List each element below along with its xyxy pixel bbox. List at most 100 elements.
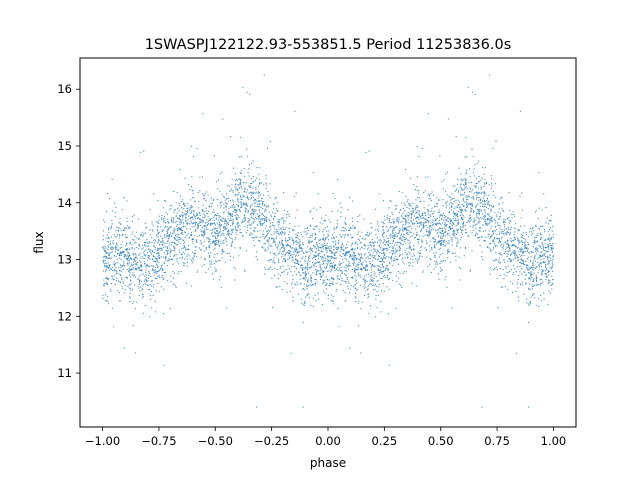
data-point xyxy=(489,273,491,275)
data-point xyxy=(207,194,209,196)
data-point xyxy=(315,258,317,260)
data-point xyxy=(396,249,398,251)
data-point xyxy=(354,301,357,303)
data-point xyxy=(427,113,429,115)
data-point xyxy=(168,227,170,229)
data-point xyxy=(542,246,545,248)
data-point xyxy=(430,193,432,195)
data-point xyxy=(254,216,257,218)
data-point xyxy=(387,268,389,270)
data-point xyxy=(525,240,527,242)
data-point xyxy=(218,245,221,247)
data-point xyxy=(417,257,419,259)
data-point xyxy=(215,243,218,245)
data-point xyxy=(251,182,253,185)
data-point xyxy=(226,238,228,240)
data-point xyxy=(179,223,181,225)
data-point xyxy=(332,283,334,285)
data-point xyxy=(221,253,223,255)
data-point xyxy=(227,234,229,237)
data-point xyxy=(159,268,161,270)
data-point xyxy=(273,240,275,242)
data-point xyxy=(410,247,412,249)
data-point xyxy=(154,266,157,269)
data-point xyxy=(240,222,243,224)
data-point xyxy=(293,195,296,197)
data-point xyxy=(211,217,213,219)
data-point xyxy=(391,230,393,232)
data-point xyxy=(264,218,266,220)
data-point xyxy=(191,226,193,228)
data-point xyxy=(123,262,125,264)
data-point xyxy=(457,214,459,216)
data-point xyxy=(473,198,475,200)
data-point xyxy=(460,227,462,229)
data-point xyxy=(496,216,498,218)
data-point xyxy=(451,202,453,204)
data-point xyxy=(184,236,186,238)
data-point xyxy=(472,226,474,228)
data-point xyxy=(172,232,174,234)
data-point xyxy=(446,217,449,219)
data-point xyxy=(323,256,325,259)
data-point xyxy=(192,210,195,212)
data-point xyxy=(249,224,251,226)
data-point xyxy=(188,245,190,247)
data-point xyxy=(315,265,317,267)
data-point xyxy=(386,265,388,267)
data-point xyxy=(466,232,468,234)
data-point xyxy=(258,183,260,185)
data-point xyxy=(298,254,300,256)
data-point xyxy=(203,198,205,200)
data-point xyxy=(357,221,359,223)
data-point xyxy=(443,235,445,237)
data-point xyxy=(457,242,459,244)
data-point xyxy=(472,224,474,226)
data-point xyxy=(204,250,206,252)
data-point xyxy=(138,247,140,249)
data-point xyxy=(508,228,510,230)
data-point xyxy=(446,287,448,289)
data-point xyxy=(372,245,374,247)
data-point xyxy=(402,207,404,209)
data-point xyxy=(488,243,490,245)
data-point xyxy=(538,254,541,256)
data-point xyxy=(540,238,542,240)
data-point xyxy=(406,201,408,203)
data-point xyxy=(267,206,269,208)
data-point xyxy=(405,237,408,239)
data-point xyxy=(268,218,270,220)
data-point xyxy=(248,221,250,223)
data-point xyxy=(453,218,455,220)
data-point xyxy=(310,277,312,279)
data-point xyxy=(299,278,301,280)
data-point xyxy=(236,218,238,220)
data-point xyxy=(458,190,460,192)
data-point xyxy=(366,266,368,268)
data-point xyxy=(453,210,455,212)
data-point xyxy=(342,290,344,292)
data-point xyxy=(343,226,345,229)
data-point xyxy=(547,231,549,233)
data-point xyxy=(183,231,186,233)
data-point xyxy=(155,249,157,251)
data-point xyxy=(184,247,186,249)
data-point xyxy=(126,254,128,256)
data-point xyxy=(117,249,119,251)
data-point xyxy=(525,282,528,284)
data-point xyxy=(421,256,423,258)
data-point xyxy=(206,221,208,223)
data-point xyxy=(373,274,375,276)
data-point xyxy=(325,288,327,290)
data-point xyxy=(391,250,393,252)
data-point xyxy=(226,307,228,309)
data-point xyxy=(259,167,261,169)
data-point xyxy=(124,227,126,229)
data-point xyxy=(166,246,169,248)
data-point xyxy=(347,234,349,236)
data-point xyxy=(107,236,109,238)
data-point xyxy=(113,233,115,236)
data-point xyxy=(372,284,374,287)
data-point xyxy=(344,253,347,255)
data-point xyxy=(442,230,444,232)
